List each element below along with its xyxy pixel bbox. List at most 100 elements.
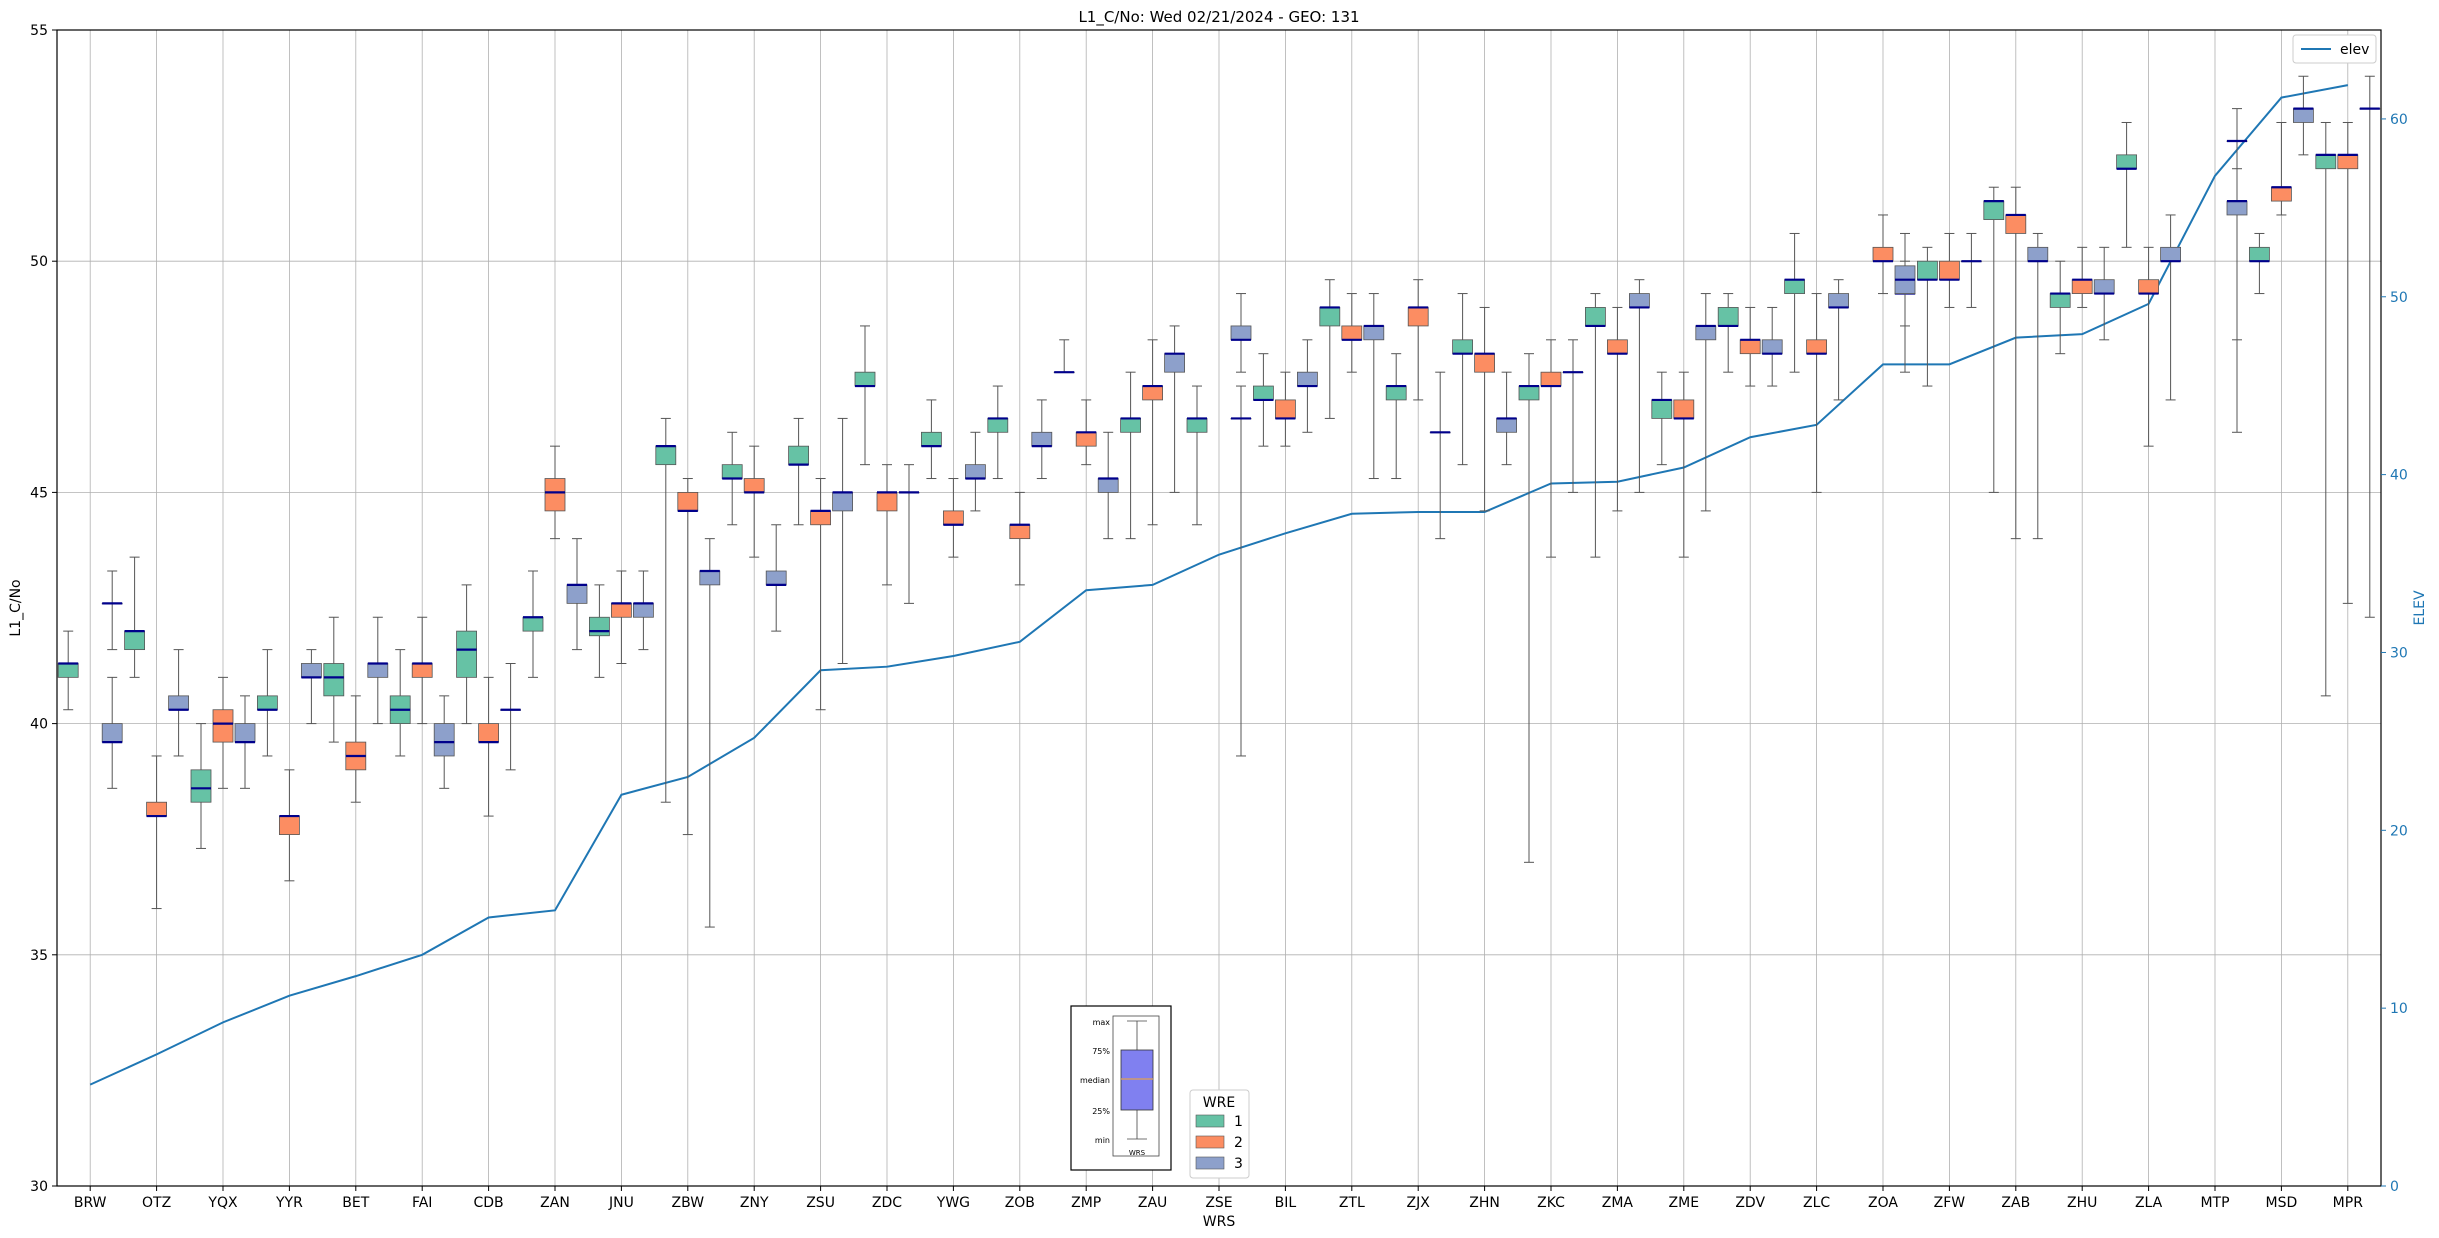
box-wre-2 xyxy=(1872,214,1894,295)
box-body xyxy=(876,491,898,512)
box-body xyxy=(2027,246,2049,262)
box-body xyxy=(743,478,765,493)
x-tick-label: MPR xyxy=(2333,1195,2364,1211)
wre-legend-title: WRE xyxy=(1203,1095,1235,1111)
box-body xyxy=(433,723,455,757)
elev-line xyxy=(89,84,2348,1086)
box-wre-3 xyxy=(101,570,123,651)
box-wre-1 xyxy=(256,649,278,757)
wre-legend-swatch xyxy=(1195,1135,1225,1149)
box-wre-1 xyxy=(1784,232,1805,373)
x-tick-label: ZBW xyxy=(672,1195,705,1211)
box-body xyxy=(1297,371,1318,387)
x-tick-label: MTP xyxy=(2200,1195,2229,1211)
box-body xyxy=(1761,339,1783,355)
box-body xyxy=(1097,478,1119,493)
box-wre-2 xyxy=(1275,371,1296,447)
box-body xyxy=(1651,399,1673,419)
y2-tick-label: 40 xyxy=(2390,468,2408,484)
box-wre-1 xyxy=(190,723,212,849)
box-wre-3 xyxy=(1761,306,1783,387)
box-body xyxy=(1230,325,1252,341)
x-tick-label: YQX xyxy=(207,1195,238,1211)
box-body xyxy=(2315,154,2337,170)
box-body xyxy=(965,464,986,479)
box-wre-1 xyxy=(2315,121,2337,697)
box-wre-3 xyxy=(1894,232,1916,327)
box-wre-2 xyxy=(411,616,433,725)
box-body xyxy=(478,723,500,743)
box-wre-1 xyxy=(2248,232,2270,295)
x-tick-label: ZFW xyxy=(1934,1195,1966,1211)
box-wre-3 xyxy=(1629,279,1650,493)
box-body xyxy=(699,570,721,586)
box-wre-1 xyxy=(456,584,478,725)
box-wre-3 xyxy=(965,431,986,512)
box-wre-1 xyxy=(2116,121,2138,248)
box-body xyxy=(124,630,145,651)
box-wre-3 xyxy=(1053,339,1075,374)
box-body xyxy=(589,616,610,637)
box-body xyxy=(1496,418,1517,433)
box-body xyxy=(1031,431,1053,447)
box-body xyxy=(168,695,190,711)
y2-tick-label: 20 xyxy=(2390,823,2408,839)
box-wre-2 xyxy=(345,695,367,803)
box-body xyxy=(1828,293,1849,308)
box-body xyxy=(1164,353,1185,373)
inset-label-q1: 25% xyxy=(1092,1107,1110,1116)
x-tick-label: BET xyxy=(342,1195,369,1211)
y2-tick-label: 60 xyxy=(2390,112,2408,128)
box-wre-1 xyxy=(124,556,145,678)
box-body xyxy=(765,570,787,586)
box-wre-3 xyxy=(2093,246,2115,341)
box-wre-2 xyxy=(212,676,234,789)
x-tick-label: ZDC xyxy=(872,1195,902,1211)
box-wre-2 xyxy=(1673,371,1695,558)
box-body xyxy=(677,491,699,512)
box-body xyxy=(1341,325,1363,341)
box-wre-3 xyxy=(1695,293,1717,512)
box-body xyxy=(1186,418,1208,433)
x-tick-label: ZOB xyxy=(1005,1195,1035,1211)
box-body xyxy=(1275,399,1296,419)
y-axis-right: 0 10 20 30 40 50 60 xyxy=(2381,112,2408,1195)
box-body xyxy=(2093,279,2115,294)
wre-legend-entries: 1 2 3 xyxy=(1195,1114,1243,1172)
box-wre-3 xyxy=(1961,232,1982,308)
box-body xyxy=(2337,154,2359,170)
box-wre-2 xyxy=(2337,121,2359,604)
box-wre-1 xyxy=(1717,293,1739,373)
box-wre-1 xyxy=(788,417,809,526)
box-body xyxy=(212,709,234,743)
box-body xyxy=(522,616,544,632)
box-wre-2 xyxy=(1341,293,1363,373)
box-body xyxy=(456,630,478,678)
box-wre-3 xyxy=(1429,371,1451,540)
box-wre-1 xyxy=(1452,293,1473,466)
box-wre-3 xyxy=(1828,279,1849,401)
box-wre-3 xyxy=(101,676,123,789)
box-wre-3 xyxy=(1097,431,1119,540)
x-axis: BRW OTZ YQX YYR BET FAI CDB ZAN JNU ZBW ZNY ZSU ZDC Y… xyxy=(74,1186,2363,1211)
y-axis-left: 30 35 40 45 50 55 xyxy=(30,23,57,1195)
box-wre-3 xyxy=(168,649,190,757)
box-body xyxy=(278,815,300,835)
x-tick-label: JNU xyxy=(608,1195,634,1211)
y2-tick-label: 30 xyxy=(2390,645,2408,661)
inset-label-min: min xyxy=(1095,1136,1110,1145)
box-wre-1 xyxy=(2049,260,2071,355)
box-wre-2 xyxy=(876,464,898,586)
x-tick-label: ZOA xyxy=(1868,1195,1898,1211)
x-tick-label: ZMA xyxy=(1602,1195,1634,1211)
box-body xyxy=(854,371,876,387)
box-wre-3 xyxy=(1562,339,1584,493)
box-body xyxy=(367,663,389,678)
box-body xyxy=(987,418,1009,433)
box-wre-3 xyxy=(2027,232,2049,540)
box-body xyxy=(788,445,809,466)
box-wre-1 xyxy=(1983,186,2005,493)
box-body xyxy=(300,663,322,678)
inset-label-xlabel: WRS xyxy=(1129,1149,1146,1157)
